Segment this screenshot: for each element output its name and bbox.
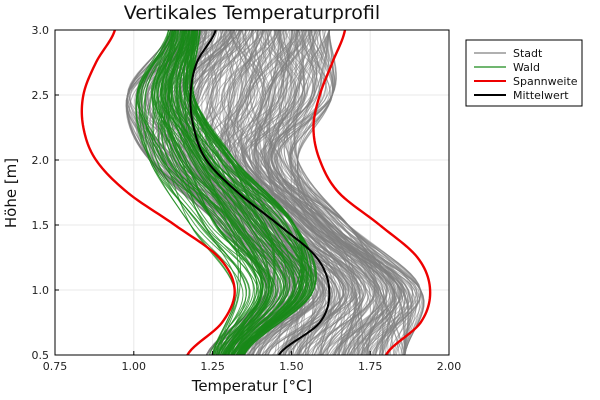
series-stadt-line — [287, 30, 422, 355]
series-wald-line — [137, 30, 239, 355]
series-stadt-line — [125, 30, 279, 355]
series-spannweite — [80, 30, 432, 355]
series-wald-line — [176, 30, 291, 355]
series-wald-line — [144, 30, 242, 355]
x-tick-label: 2.00 — [437, 360, 462, 373]
series-stadt-line — [253, 30, 366, 355]
x-tick-label: 1.75 — [358, 360, 383, 373]
series-stadt-line — [197, 30, 336, 355]
y-axis-ticks: 0.5 1.0 1.5 2.0 2.5 3.0 — [32, 24, 59, 362]
series-stadt-line — [290, 30, 413, 355]
series-stadt-line — [227, 30, 391, 355]
series-stadt-line — [289, 30, 417, 355]
y-tick-label: 1.0 — [32, 284, 50, 297]
series-wald-line — [179, 30, 295, 355]
series-stadt-line — [254, 30, 382, 355]
series-wald-line — [152, 30, 266, 355]
series-wald-line — [187, 30, 317, 355]
legend-label: Stadt — [513, 47, 543, 60]
x-axis-ticks: 0.75 1.00 1.25 1.50 1.75 2.00 — [43, 351, 462, 373]
series-wald-line — [182, 30, 286, 355]
spannweite-line — [80, 30, 236, 355]
y-axis-label: Höhe [m] — [2, 158, 20, 228]
x-axis-label: Temperatur [°C] — [191, 377, 313, 395]
series-stadt-line — [268, 30, 369, 355]
legend-label: Wald — [513, 61, 540, 74]
series-mittelwert — [189, 30, 331, 355]
y-tick-label: 2.0 — [32, 154, 50, 167]
x-tick-label: 0.75 — [43, 360, 68, 373]
y-tick-label: 0.5 — [32, 349, 50, 362]
x-tick-label: 1.50 — [279, 360, 304, 373]
series-stadt-line — [268, 30, 404, 355]
series-stadt-line — [289, 30, 406, 355]
series-wald-line — [162, 30, 263, 355]
y-tick-label: 1.5 — [32, 219, 50, 232]
series-wald-line — [192, 30, 315, 355]
x-tick-label: 1.25 — [200, 360, 225, 373]
series-stadt-line — [271, 30, 410, 355]
series-wald-line — [141, 30, 251, 355]
series-stadt-line — [237, 30, 376, 355]
y-tick-label: 3.0 — [32, 24, 50, 37]
series-stadt-line — [222, 30, 362, 355]
series-wald-line — [157, 30, 269, 355]
series-stadt-line — [294, 30, 421, 355]
series-wald-line — [136, 30, 254, 355]
legend-label: Spannweite — [513, 75, 578, 88]
series-stadt-line — [249, 30, 374, 355]
series-stadt-line — [268, 30, 396, 355]
mittelwert-line — [189, 30, 331, 355]
y-tick-label: 2.5 — [32, 89, 50, 102]
series-stadt-line — [249, 30, 361, 355]
series-wald-line — [185, 30, 308, 355]
chart-title: Vertikales Temperaturprofil — [124, 2, 380, 24]
series-stadt-line — [138, 30, 280, 355]
series-wald-line — [170, 30, 263, 355]
series-stadt-line — [277, 30, 406, 355]
series-wald-line — [162, 30, 295, 355]
x-tick-label: 1.00 — [122, 360, 147, 373]
plot-frame — [54, 29, 450, 356]
series-stadt-line — [265, 30, 401, 355]
series-wald-line — [164, 30, 272, 355]
series-stadt-line — [147, 30, 321, 355]
series-wald-line — [161, 30, 270, 355]
spannweite-line — [312, 30, 432, 355]
series-wald-line — [156, 30, 264, 355]
series-stadt-line — [275, 30, 409, 355]
series-stadt-line — [296, 30, 425, 355]
legend-label: Mittelwert — [513, 89, 569, 102]
